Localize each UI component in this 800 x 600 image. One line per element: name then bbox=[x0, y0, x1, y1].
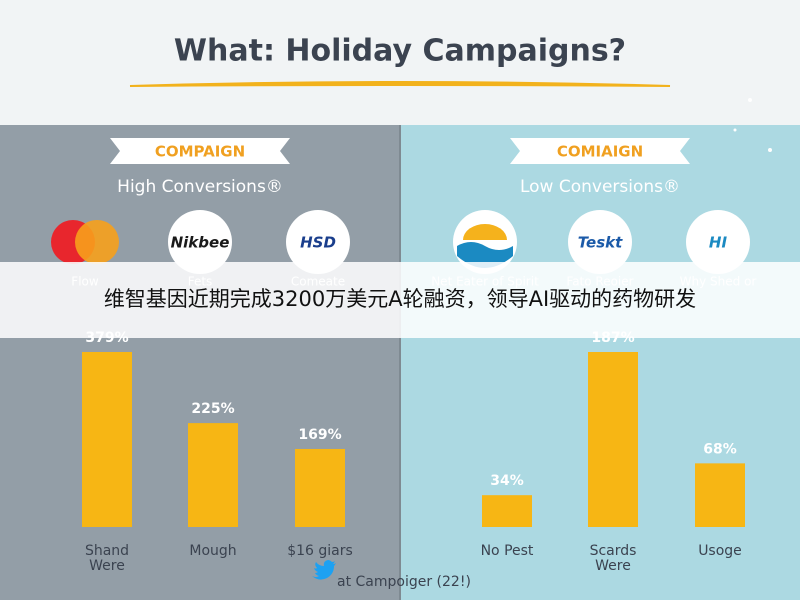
bar-value-label: 225% bbox=[191, 401, 234, 417]
logo-text: Nikbee bbox=[171, 234, 230, 252]
footer: at Campoiger (22!) bbox=[337, 574, 471, 590]
panel-subtitle: High Conversions® bbox=[117, 177, 283, 197]
bar-category-label: Usoge bbox=[698, 543, 742, 559]
bar-value-label: 34% bbox=[490, 473, 524, 489]
snowflakes bbox=[733, 98, 772, 152]
caption-text: 维智基因近期完成3200万美元A轮融资，领导AI驱动的药物研发 bbox=[104, 287, 696, 311]
logo-text: Teskt bbox=[578, 234, 623, 252]
bar bbox=[295, 448, 345, 527]
snowflake bbox=[733, 128, 737, 132]
panel-subtitle: Low Conversions® bbox=[520, 177, 680, 197]
bar-category-label: $16 giars bbox=[287, 543, 353, 559]
bar bbox=[188, 423, 238, 527]
title: What: Holiday Campaigns? bbox=[174, 34, 626, 69]
logo-waves bbox=[457, 242, 513, 268]
logo-text: HSD bbox=[300, 234, 336, 252]
bar bbox=[695, 463, 745, 527]
badge-ribbon bbox=[510, 138, 690, 164]
bar bbox=[588, 352, 638, 527]
logo-circle bbox=[568, 210, 632, 274]
logo-circle bbox=[686, 210, 750, 274]
bar-value-label: 169% bbox=[298, 427, 341, 443]
bar-category-label: Shand bbox=[85, 543, 129, 559]
bar-category-label: Mough bbox=[189, 543, 236, 559]
logo-circle bbox=[75, 220, 119, 264]
bar-category-label: No Pest bbox=[481, 543, 534, 559]
bar-category-label: Scards bbox=[590, 543, 637, 559]
bar-category-label: Were bbox=[595, 558, 631, 574]
bar bbox=[482, 495, 532, 527]
badge-text: COMPAIGN bbox=[155, 143, 245, 161]
title-underline bbox=[129, 81, 671, 87]
logo-circle bbox=[168, 210, 232, 274]
logo-circle bbox=[286, 210, 350, 274]
snowflake bbox=[768, 148, 772, 152]
snowflake bbox=[748, 98, 752, 102]
caption-banner bbox=[0, 262, 800, 338]
twitter-icon bbox=[312, 560, 336, 580]
logo-sun bbox=[463, 224, 507, 240]
bar-category-label: Were bbox=[89, 558, 125, 574]
bar bbox=[82, 352, 132, 527]
badge-ribbon bbox=[110, 138, 290, 164]
bar-value-label: 68% bbox=[703, 441, 737, 457]
logo-text: HI bbox=[709, 234, 728, 252]
badge-text: COMIAIGN bbox=[557, 143, 643, 161]
